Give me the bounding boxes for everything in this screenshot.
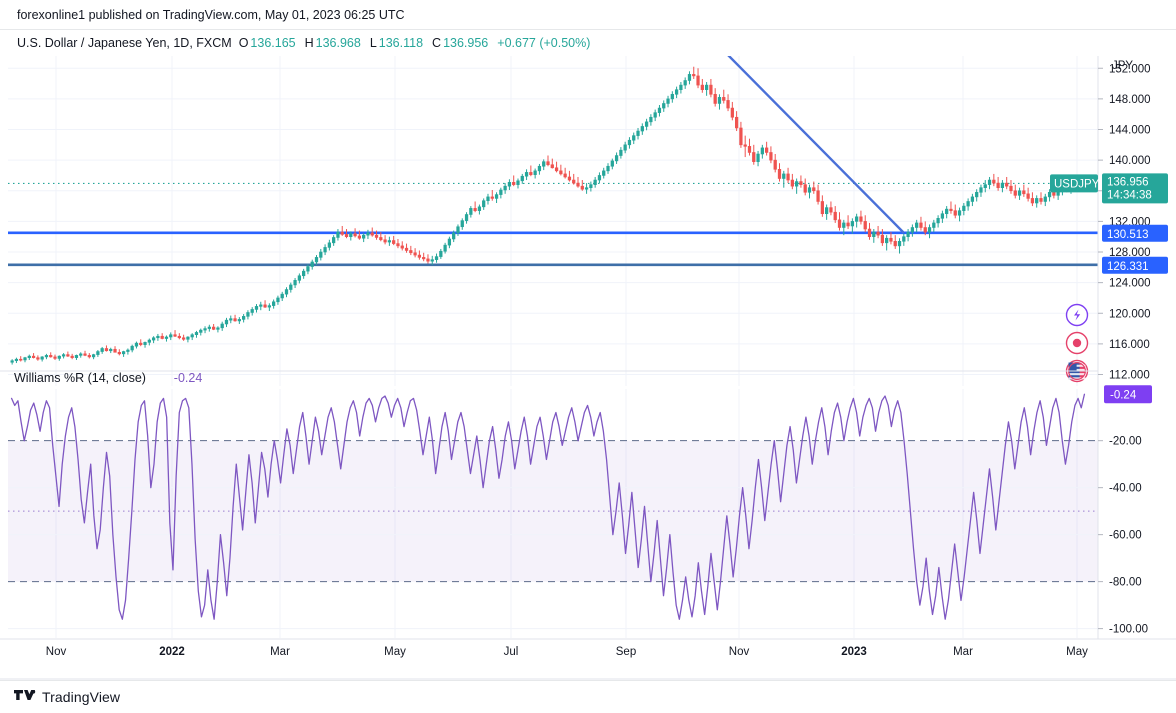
last-price-badge-rect[interactable] bbox=[1102, 173, 1168, 204]
record-dot-icon[interactable] bbox=[1065, 331, 1089, 355]
symbol-title[interactable]: U.S. Dollar / Japanese Yen, 1D, FXCM bbox=[17, 36, 232, 50]
low-value: 136.118 bbox=[378, 36, 424, 50]
publish-credit-text: forexonline1 published on TradingView.co… bbox=[17, 7, 405, 22]
oscillator-title-label: Williams %R (14, close) bbox=[14, 371, 146, 385]
lightning-icon[interactable] bbox=[1065, 303, 1089, 327]
chart-container[interactable]: Williams %R (14, close) -0.24 JPY 152.000 14… bbox=[0, 56, 1176, 713]
tradingview-logo-icon bbox=[14, 690, 36, 704]
time-axis-tick-label: Nov bbox=[729, 646, 750, 658]
time-axis-tick-label: Mar bbox=[953, 646, 973, 658]
price-axis-tick-label: 144.000 bbox=[1109, 125, 1151, 137]
oscillator-axis-tick-label: -80.00 bbox=[1109, 577, 1142, 589]
oscillator-axis-tick-label: -20.00 bbox=[1109, 436, 1142, 448]
price-axis[interactable]: JPY152.000148.000144.000140.000136.00013… bbox=[1097, 56, 1176, 713]
time-axis-tick-label: May bbox=[1066, 646, 1088, 658]
usdjpy-tag-label: USDJPY bbox=[1054, 178, 1100, 190]
price-axis-tick-label: 140.000 bbox=[1109, 155, 1151, 167]
resistance-badge-rect[interactable] bbox=[1102, 224, 1168, 242]
oscillator-axis-tick-label: -40.00 bbox=[1109, 483, 1142, 495]
symbol-price-tag[interactable]: USDJPY bbox=[1050, 174, 1100, 193]
price-gridlines bbox=[8, 67, 1098, 376]
oscillator-axis-tick-label: -60.00 bbox=[1109, 530, 1142, 542]
close-label: C bbox=[432, 36, 442, 50]
symbol-legend-bar: U.S. Dollar / Japanese Yen, 1D, FXCM O 1… bbox=[0, 29, 1176, 56]
tradingview-brand-label: TradingView bbox=[42, 689, 121, 705]
williams-r-line bbox=[10, 393, 1086, 620]
price-axis-tick-label: 112.000 bbox=[1109, 370, 1150, 382]
oscillator-band bbox=[8, 440, 1098, 630]
support-badge[interactable]: 126.331 bbox=[1102, 256, 1168, 274]
time-axis-tick-label: 2022 bbox=[159, 646, 185, 658]
time-axis-tick-label: Jul bbox=[504, 646, 519, 658]
time-axis-tick-label: Mar bbox=[270, 646, 290, 658]
countdown-label: 14:34:38 bbox=[1107, 189, 1152, 201]
resistance-badge[interactable]: 130.513 bbox=[1102, 224, 1168, 242]
price-level-lines bbox=[8, 182, 1098, 267]
price-axis-tick-label: 124.000 bbox=[1109, 278, 1151, 290]
price-axis-tick-label: 128.000 bbox=[1109, 247, 1151, 259]
price-axis-tick-label: 120.000 bbox=[1109, 308, 1151, 320]
resistance-label: 130.513 bbox=[1107, 229, 1149, 241]
candlestick-series bbox=[10, 66, 1086, 365]
open-value: 136.165 bbox=[250, 36, 296, 50]
high-label: H bbox=[304, 36, 314, 50]
oscillator-legend: Williams %R (14, close) -0.24 bbox=[14, 371, 202, 385]
support-badge-rect[interactable] bbox=[1102, 256, 1168, 274]
williams-value-badge[interactable]: -0.24 bbox=[1104, 385, 1152, 404]
oscillator-value-label: -0.24 bbox=[174, 371, 203, 385]
time-axis[interactable]: Nov 2022 Mar May Jul Sep Nov 2023 Mar May bbox=[0, 638, 1176, 680]
time-axis-tick-label: Nov bbox=[46, 646, 67, 658]
high-value: 136.968 bbox=[315, 36, 361, 50]
time-axis-tick-label: Sep bbox=[616, 646, 636, 658]
vertical-gridlines bbox=[55, 56, 1078, 638]
oscillator-axis-tick-label: -100.00 bbox=[1109, 624, 1148, 636]
support-label: 126.331 bbox=[1107, 261, 1149, 273]
oscillator-axis[interactable]: -20.00 -40.00 -60.00 -80.00 -100.00 bbox=[1098, 436, 1148, 636]
williams-badge-rect[interactable] bbox=[1104, 385, 1152, 404]
change-value: +0.677 (+0.50%) bbox=[497, 36, 591, 50]
price-axis-tick-label: 116.000 bbox=[1109, 339, 1150, 351]
chart-action-icons[interactable] bbox=[1065, 303, 1089, 383]
price-axis-tick-label: 148.000 bbox=[1109, 94, 1151, 106]
last-price-label: 136.956 bbox=[1107, 176, 1149, 188]
time-axis-tick-label: May bbox=[384, 646, 406, 658]
close-value: 136.956 bbox=[443, 36, 489, 50]
open-label: O bbox=[238, 36, 249, 50]
price-axis-currency-label: JPY bbox=[1112, 60, 1133, 72]
time-axis-tick-label: 2023 bbox=[841, 646, 867, 658]
publish-bar: forexonline1 published on TradingView.co… bbox=[0, 0, 1176, 29]
footer-bar: TradingView bbox=[0, 680, 1176, 713]
usdjpy-tag-badge[interactable] bbox=[1050, 174, 1098, 193]
price-axis-tick-label: 152.000 bbox=[1109, 63, 1151, 75]
downtrend-line[interactable] bbox=[724, 56, 905, 234]
low-label: L bbox=[369, 36, 377, 50]
williams-value-label: -0.24 bbox=[1110, 389, 1137, 401]
